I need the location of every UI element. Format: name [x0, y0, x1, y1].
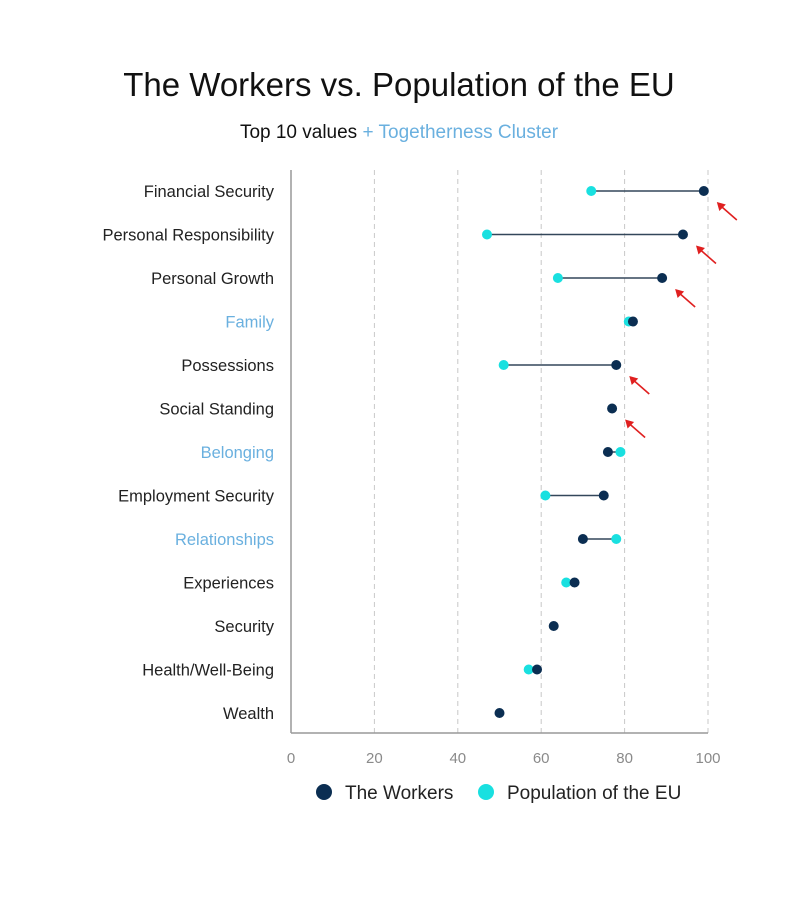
point-workers-relationships	[577, 534, 588, 544]
arrow-shaft-financial-security	[720, 205, 738, 221]
category-label-financial-security: Financial Security	[144, 183, 275, 201]
point-population-relationships	[611, 534, 622, 544]
point-population-health-well-being	[523, 664, 534, 675]
point-population-experiences	[561, 577, 572, 588]
point-workers-wealth	[494, 708, 505, 718]
category-label-wealth: Wealth	[223, 705, 274, 723]
x-tick-label-100: 100	[695, 750, 720, 767]
arrow-shaft-personal-responsibility	[699, 248, 717, 265]
arrow-head-financial-security	[716, 202, 726, 211]
point-workers-health-well-being	[532, 664, 543, 675]
category-label-family: Family	[225, 314, 274, 332]
category-label-relationships: Relationships	[175, 531, 274, 549]
point-population-employment-security	[540, 490, 551, 501]
category-label-personal-responsibility: Personal Responsibility	[102, 227, 274, 245]
point-workers-personal-growth	[657, 273, 668, 283]
category-label-security: Security	[214, 618, 274, 636]
arrow-head-personal-responsibility	[695, 245, 705, 255]
category-label-possessions: Possessions	[181, 357, 274, 375]
category-label-health-well-being: Health/Well-Being	[142, 662, 274, 680]
point-workers-social-standing	[607, 403, 618, 414]
point-workers-employment-security	[598, 490, 609, 501]
point-workers-personal-responsibility	[677, 229, 688, 240]
subtitle-highlight: + Togetherness Cluster	[362, 122, 559, 143]
x-tick-label-20: 20	[366, 750, 383, 767]
arrow-shaft-possessions	[632, 379, 650, 395]
point-population-possessions	[498, 360, 509, 370]
point-population-belonging	[615, 447, 626, 457]
chart-title: The Workers vs. Population of the EU	[123, 66, 675, 103]
category-label-experiences: Experiences	[183, 575, 274, 593]
point-population-personal-growth	[552, 273, 563, 283]
subtitle-main: Top 10 values	[239, 122, 358, 143]
legend-label-population: Population of the EU	[507, 783, 681, 804]
x-tick-label-0: 0	[287, 750, 295, 767]
point-workers-possessions	[611, 360, 622, 370]
point-workers-belonging	[602, 447, 613, 457]
arrow-head-possessions	[629, 376, 639, 385]
category-label-personal-growth: Personal Growth	[151, 270, 274, 288]
arrow-shaft-social-standing	[628, 422, 646, 439]
point-workers-family	[627, 316, 638, 327]
point-workers-financial-security	[698, 186, 709, 196]
arrow-head-social-standing	[625, 419, 635, 429]
legend-label-workers: The Workers	[345, 783, 453, 804]
legend-marker-population	[478, 784, 494, 800]
x-tick-label-60: 60	[533, 750, 550, 767]
x-tick-label-40: 40	[449, 750, 466, 767]
arrow-shaft-personal-growth	[678, 292, 696, 308]
legend-marker-workers	[316, 784, 332, 800]
point-population-personal-responsibility	[481, 229, 492, 240]
category-label-employment-security: Employment Security	[118, 488, 275, 506]
x-tick-label-80: 80	[616, 750, 633, 767]
chart-subtitle: Top 10 values + Togetherness Cluster	[0, 122, 798, 144]
point-population-financial-security	[586, 186, 597, 196]
point-workers-security	[548, 621, 559, 631]
point-workers-experiences	[569, 577, 580, 588]
category-label-belonging: Belonging	[201, 444, 274, 462]
category-label-social-standing: Social Standing	[159, 401, 274, 419]
arrow-head-personal-growth	[675, 289, 685, 298]
